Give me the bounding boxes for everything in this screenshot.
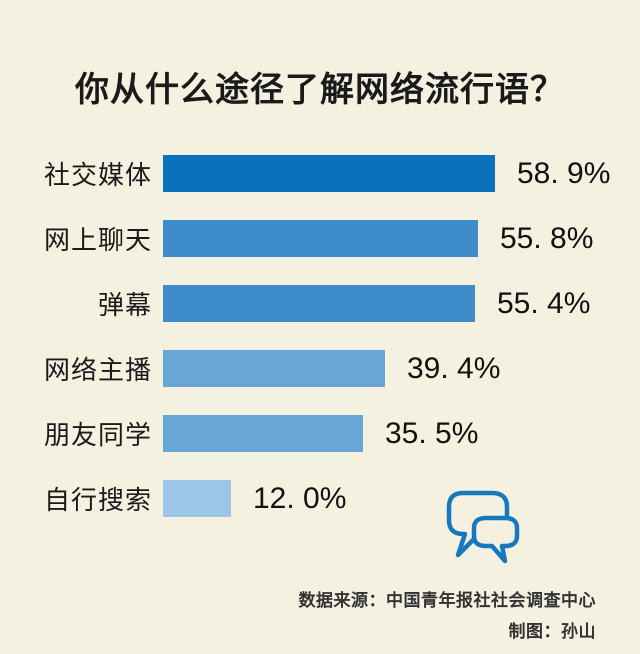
horizontal-bar-chart: 社交媒体 58. 9% 网上聊天 55. 8% 弹幕 55. 4% 网络主播 39. 4% 朋友… <box>0 141 640 531</box>
category-label: 朋友同学 <box>43 420 152 450</box>
category-label: 弹幕 <box>97 290 152 320</box>
bar <box>163 350 385 387</box>
bar <box>163 415 363 452</box>
chart-title: 你从什么途径了解网络流行语？ <box>75 71 565 109</box>
footer: 数据来源：中国青年报社社会调查中心 制图：孙山 <box>299 585 597 648</box>
value-label: 55. 4% <box>497 286 591 320</box>
value-label: 58. 9% <box>517 156 611 190</box>
bar-row: 网络主播 39. 4% <box>0 336 640 401</box>
bar <box>163 220 478 257</box>
category-label: 网络主播 <box>43 355 152 385</box>
bar-row: 弹幕 55. 4% <box>0 271 640 336</box>
value-label: 55. 8% <box>500 221 594 255</box>
credit-line: 制图：孙山 <box>508 622 596 642</box>
bar-row: 朋友同学 35. 5% <box>0 401 640 466</box>
category-label: 自行搜索 <box>43 485 152 515</box>
value-label: 39. 4% <box>407 351 501 385</box>
bar <box>163 285 475 322</box>
bar-row: 自行搜索 12. 0% <box>0 466 640 531</box>
bar-row: 网上聊天 55. 8% <box>0 206 640 271</box>
category-label: 社交媒体 <box>43 160 152 190</box>
value-label: 12. 0% <box>253 481 347 515</box>
bar-row: 社交媒体 58. 9% <box>0 141 640 206</box>
category-label: 网上聊天 <box>43 225 152 255</box>
bar <box>163 155 495 192</box>
chat-bubbles-icon <box>446 490 520 564</box>
bar <box>163 480 231 517</box>
value-label: 35. 5% <box>385 416 479 450</box>
data-source-line: 数据来源：中国青年报社社会调查中心 <box>298 591 596 610</box>
